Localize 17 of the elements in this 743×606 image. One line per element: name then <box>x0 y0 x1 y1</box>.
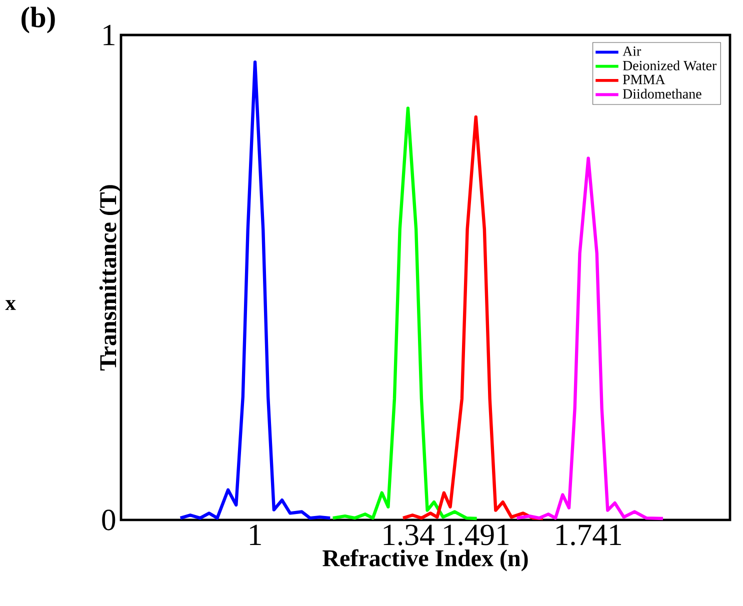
x-axis-title: Refractive Index (n) <box>322 549 528 572</box>
y-tick-label: 0 <box>102 510 116 530</box>
text: (b) <box>22 6 55 34</box>
x-tick-label: 1 <box>250 524 261 545</box>
text: x <box>5 300 16 310</box>
x-tick-label: 1.741 <box>556 524 621 546</box>
x-tick-label: 1.491 <box>444 524 509 546</box>
line-series <box>331 106 478 520</box>
line-series <box>401 115 544 520</box>
line-series <box>515 156 665 520</box>
x-tick-label: 1.34 <box>384 524 434 546</box>
line-series <box>178 60 332 520</box>
y-axis-title: Transmittance (T) <box>99 185 122 371</box>
legend-label: Deionized Water <box>622 60 716 70</box>
legend-label: Diidomethane <box>622 88 702 99</box>
legend-label: Air <box>622 46 642 56</box>
legend-label: PMMA <box>622 74 666 84</box>
